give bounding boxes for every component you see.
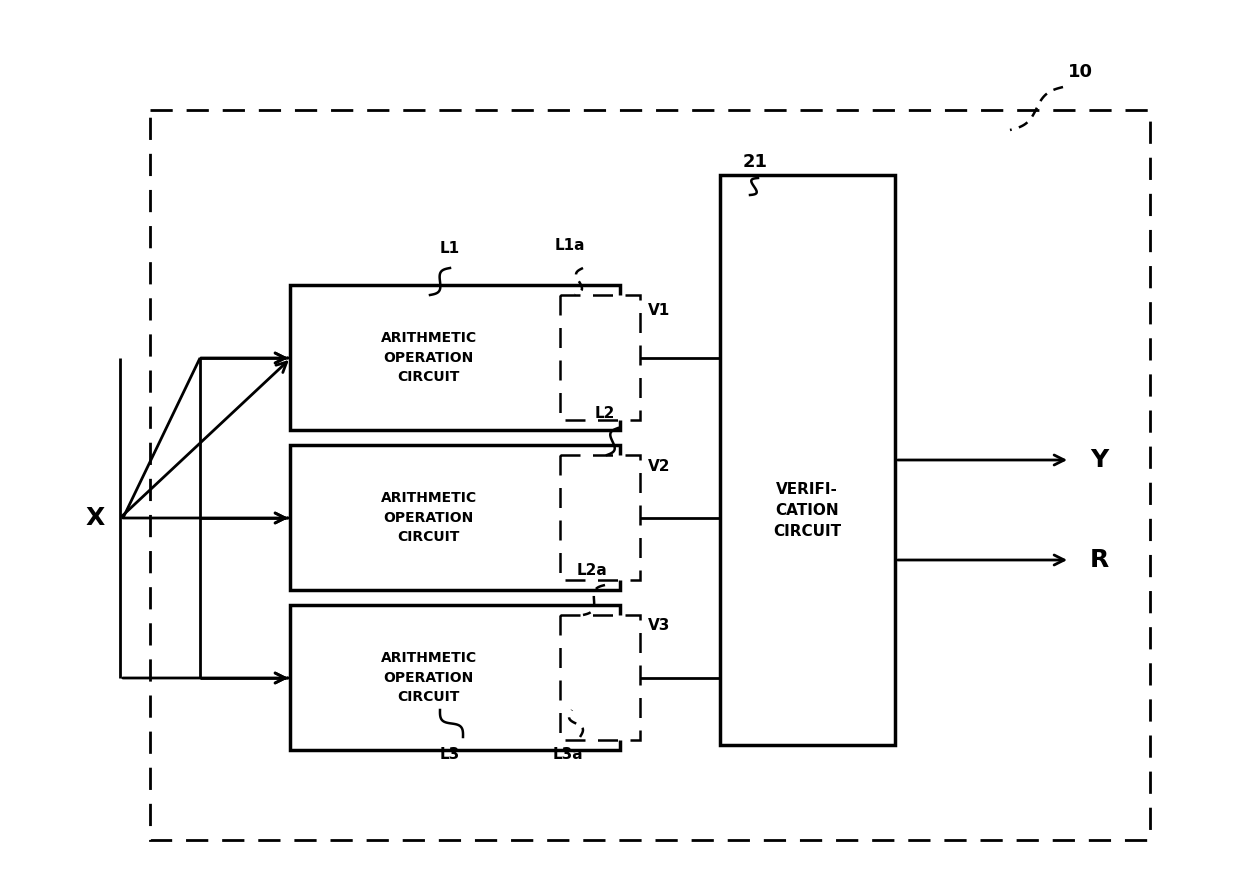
Bar	[560, 295, 640, 420]
Text: ARITHMETIC
OPERATION
CIRCUIT: ARITHMETIC OPERATION CIRCUIT	[381, 491, 476, 544]
Text: L2a: L2a	[577, 562, 608, 577]
Text: ARITHMETIC
OPERATION
CIRCUIT: ARITHMETIC OPERATION CIRCUIT	[381, 331, 476, 384]
Text: VERIFI-
CATION
CIRCUIT: VERIFI- CATION CIRCUIT	[773, 481, 841, 538]
Bar	[150, 110, 1149, 840]
Text: L3: L3	[440, 747, 460, 762]
Bar	[290, 445, 620, 590]
Text: X: X	[86, 506, 104, 530]
Text: L3a: L3a	[553, 747, 583, 762]
Bar	[560, 455, 640, 580]
Text: L1: L1	[440, 241, 460, 256]
Text: L1a: L1a	[554, 237, 585, 252]
Bar	[560, 615, 640, 740]
Text: Y: Y	[1090, 448, 1109, 472]
Bar	[290, 285, 620, 430]
Text: ARITHMETIC
OPERATION
CIRCUIT: ARITHMETIC OPERATION CIRCUIT	[381, 651, 476, 704]
Text: V2: V2	[649, 458, 671, 473]
Bar	[720, 175, 895, 745]
Text: V1: V1	[649, 303, 671, 318]
Text: R: R	[1090, 548, 1110, 572]
Text: 21: 21	[743, 153, 768, 171]
Text: L2: L2	[595, 406, 615, 421]
Text: V3: V3	[649, 617, 671, 632]
Text: 10: 10	[1068, 63, 1092, 81]
Bar	[290, 605, 620, 750]
